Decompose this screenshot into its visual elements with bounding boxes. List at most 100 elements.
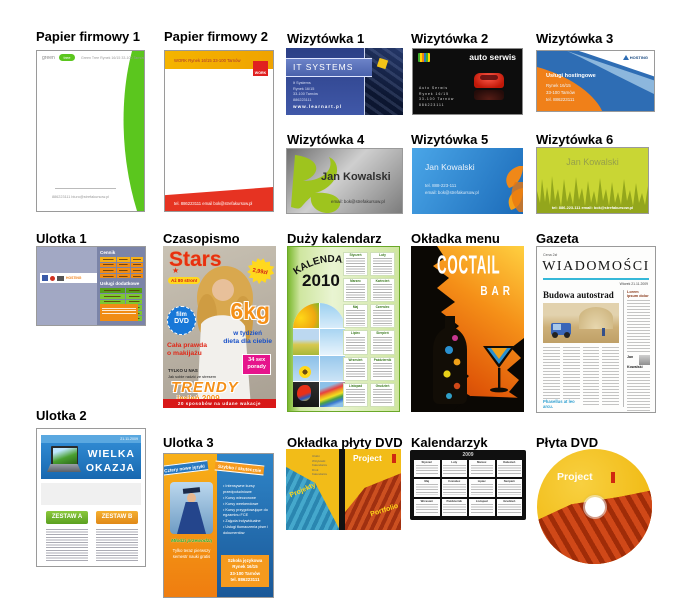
menu-subtitle-word: BAR	[480, 284, 514, 299]
thumbnail-kalendarzyk[interactable]: 2009 Styczeń Luty Marzec Kwiecień Maj Cz…	[410, 450, 526, 520]
masthead: WIADOMOŚCI	[542, 259, 650, 274]
year-label: 2010	[302, 271, 340, 290]
tile-title-ulotka-3: Ulotka 3	[163, 435, 214, 450]
set-b-list	[96, 529, 138, 561]
dvd-disc: Project	[537, 449, 652, 564]
worker-figure	[602, 328, 605, 336]
thumbnail-wizytowka-4[interactable]: Jan Kowalski email: bok@strefakursow.pl	[286, 148, 403, 214]
thumbnail-papier-firmowy-1[interactable]: green tree Green Tree Rynek 16/15 33-100…	[36, 50, 145, 212]
back-cover-list: Ulotki Wizytówki Kalendarze Druk Kalenda…	[312, 454, 328, 476]
portrait-photo	[639, 355, 650, 365]
sex-box: 34 sex porady	[242, 354, 271, 375]
thumbnail-czasopismo[interactable]: Stars ★ 2,99zł Aż 80 stron! film DVD 6kg…	[163, 246, 276, 408]
tile-title-papier-firmowy-1: Papier firmowy 1	[36, 29, 141, 44]
bottom-strip: 20 sposobów na udane wakacje	[163, 399, 276, 408]
thumbnail-wizytowka-5[interactable]: Jan Kowalski tel. 888-223-111 email: bok…	[412, 148, 523, 214]
body-columns	[543, 347, 619, 407]
contact-block: tel. 888-223-111 email: bok@strefakursow…	[425, 183, 479, 196]
front-cover: Project Portfolio	[345, 449, 401, 530]
letterhead-header: WORK Rynek 16/15 33-100 Tarnów	[174, 58, 241, 63]
company-name: auto serwis	[469, 52, 516, 62]
thumbnail-wizytowka-2[interactable]: auto serwis Auto Serwis Rynek 16/15 33-1…	[412, 48, 523, 115]
thumbnail-ulotka-1[interactable]: HOSTING Cennik Usługi dodatkowe	[36, 246, 146, 326]
sky-photo-2	[319, 329, 345, 355]
thumbnail-wizytowka-3[interactable]: HOSTING Usługi hostingowe Rynek 16/15 33…	[536, 50, 655, 112]
work-logo: WORK	[253, 61, 268, 76]
right-ribbon: Szybko i skutecznie	[214, 460, 265, 476]
trend-headline: TRENDY	[171, 379, 239, 396]
menu-title-word: COCTAIL	[437, 250, 501, 280]
left-ribbon: Cztery nowe języki	[164, 460, 209, 476]
laptop-image	[47, 446, 81, 474]
arched-title: KALENDARZ	[292, 254, 358, 277]
thumbnail-okladka-menu[interactable]: COCTAIL BAR	[411, 246, 524, 412]
dvd-badge: film DVD	[167, 306, 196, 335]
letterhead-footer: 886223111 biuro@strefakursow.pl	[51, 195, 110, 199]
disc-hole	[585, 497, 605, 517]
field-photo	[293, 329, 319, 355]
subline-1: w tydzień	[233, 330, 262, 337]
thumbnail-ulotka-3[interactable]: Cztery nowe języki Młodzi przewodzą Tylk…	[163, 453, 274, 598]
tile-title-plyta-dvd: Płyta DVD	[536, 435, 599, 450]
sidebar-heading: Lorem ipsum dolor	[627, 290, 649, 298]
orange-floral	[506, 166, 523, 212]
spine	[339, 449, 345, 530]
green-swoosh-shape	[123, 51, 144, 211]
black-jagged-shapes	[411, 246, 524, 412]
thumbnail-gazeta[interactable]: Cena 2zł WIADOMOŚCI Wtorek 21.11.2009 Bu…	[536, 246, 656, 413]
right-panel: Szybko i skutecznie • Intensywne kursy p…	[214, 454, 273, 597]
pages-badge: Aż 80 stron!	[168, 277, 201, 284]
school-address: Szkoła językowa Rynek 16/15 33-100 Tarnó…	[221, 554, 269, 587]
set-b-button[interactable]: ZESTAW B	[96, 511, 138, 524]
flower-photo	[293, 303, 319, 329]
date-label: 21.11.2009	[120, 437, 138, 441]
set-a-button[interactable]: ZESTAW A	[46, 511, 88, 524]
sky-photo	[319, 303, 345, 329]
parrot-photo	[293, 381, 319, 407]
loader-machine	[551, 323, 571, 338]
year-label: 2009	[462, 452, 474, 458]
tile-title-gazeta: Gazeta	[536, 231, 579, 246]
swoosh-shapes	[537, 51, 654, 111]
tile-title-wizytowka-5: Wizytówka 5	[411, 132, 489, 147]
person-name: Jan Kowalski	[321, 171, 391, 183]
color-bars-logo	[418, 53, 430, 62]
tile-title-wizytowka-4: Wizytówka 4	[287, 132, 365, 147]
tile-title-kalendarzyk: Kalendarzyk	[411, 435, 488, 450]
company-name: IT SYSTEMS	[286, 58, 372, 77]
letterhead-footer: tel. 886223111 email bok@strefakursow.pl	[174, 201, 253, 206]
green-ornament	[291, 155, 341, 213]
set-a-list	[46, 529, 88, 561]
yellow-band	[165, 51, 273, 69]
hosting-logo: HOSTING	[66, 276, 82, 280]
red-logo-icon	[50, 275, 55, 281]
email-line: email: bok@strefakursow.pl	[331, 199, 385, 204]
only-here-label: TYLKO U NAS	[168, 368, 198, 373]
footer-rule	[55, 188, 116, 189]
front-title: Project	[353, 453, 382, 463]
car-reflection	[474, 90, 504, 100]
intro-paragraph	[41, 483, 141, 505]
red-footer-band	[165, 187, 273, 211]
sunflower-photo	[293, 355, 319, 381]
person-name: Jan Kowalski	[566, 157, 619, 167]
extras-header: Usługi dodatkowe	[100, 281, 140, 287]
address-block: It Systems Rynek 16/15 33-100 Tarnów 886…	[293, 81, 319, 103]
left-panel: Cztery nowe języki Młodzi przewodzą Tylk…	[164, 454, 219, 597]
masthead-rule	[543, 278, 649, 280]
grass-silhouette	[537, 176, 648, 213]
blue-subhead: Phasellus at leo arcu.	[543, 399, 583, 409]
thumbnail-plyta-dvd[interactable]: Project	[536, 448, 653, 566]
tile-title-ulotka-2: Ulotka 2	[36, 408, 87, 423]
promo-line: Tylko teraz pierwszy semestr nauki grati…	[172, 548, 211, 559]
thumbnail-okladka-dvd[interactable]: Ulotki Wizytówki Kalendarze Druk Kalenda…	[286, 449, 401, 530]
thumbnail-ulotka-2[interactable]: 21.11.2009 WIELKA OKAZJA ZESTAW A ZESTAW…	[36, 428, 146, 567]
star-glyph: ★	[172, 266, 180, 275]
thumbnail-wizytowka-1[interactable]: IT SYSTEMS It Systems Rynek 16/15 33-100…	[286, 48, 403, 115]
thumbnail-duzy-kalendarz[interactable]: KALENDARZ 2010 Styczeń Luty Marzec Kwiec…	[287, 246, 400, 412]
photo-collage	[293, 303, 345, 407]
thumbnail-wizytowka-6[interactable]: Jan Kowalski tel: 886-223-111 email: bok…	[536, 147, 649, 214]
headline: Budowa autostrad	[543, 290, 614, 300]
graduate-photo	[170, 482, 213, 534]
thumbnail-papier-firmowy-2[interactable]: WORK Rynek 16/15 33-100 Tarnów WORK tel.…	[164, 50, 274, 212]
